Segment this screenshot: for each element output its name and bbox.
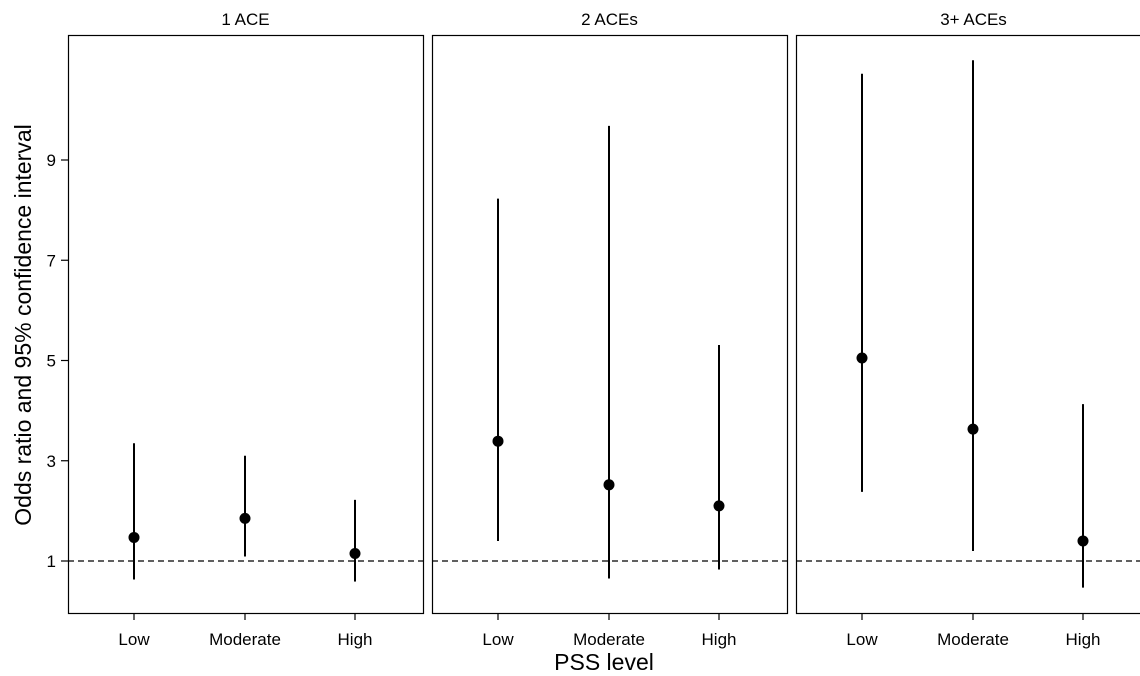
x-tick-label: Low [118,630,150,649]
x-tick-label: Moderate [209,630,281,649]
x-tick-label: High [702,630,737,649]
panel-title: 2 ACEs [581,10,638,29]
or-point [239,512,251,524]
panels: 1 ACE Low Moderate High 2 ACEs Low Moderate Hig… [67,10,1140,649]
panel-3: 3+ ACEs Low Moderate High [795,10,1140,649]
y-axis-title: Odds ratio and 95% confidence interval [10,124,36,525]
x-tick-label: Moderate [937,630,1009,649]
or-point [967,423,979,435]
or-point [492,435,504,447]
y-tick-label: 7 [47,251,56,270]
y-tick-label: 9 [47,151,56,170]
panel-title: 3+ ACEs [940,10,1007,29]
y-tick-label: 5 [47,352,56,371]
x-tick-label: Moderate [573,630,645,649]
x-tick-label: High [338,630,373,649]
panel-2: 2 ACEs Low Moderate High [431,10,789,649]
x-tick-label: High [1066,630,1101,649]
panel-plot-area [796,60,1140,588]
panel-title: 1 ACE [221,10,269,29]
y-tick-label: 1 [47,552,56,571]
panel-1: 1 ACE Low Moderate High [67,10,425,649]
or-point [1077,535,1089,547]
or-point [349,547,361,559]
x-tick-label: Low [482,630,514,649]
panel-plot-area [68,443,423,582]
or-point [713,500,725,512]
or-point [603,479,615,491]
x-axis-title: PSS level [554,649,654,675]
panel-plot-area [432,125,787,579]
panel-frame [67,34,425,615]
or-point [128,531,140,543]
panel-frame [795,34,1140,615]
or-point [856,352,868,364]
panel-frame [431,34,789,615]
x-tick-label: Low [846,630,878,649]
y-tick-label: 3 [47,452,56,471]
y-axis: 1 3 5 7 9 [47,151,68,571]
